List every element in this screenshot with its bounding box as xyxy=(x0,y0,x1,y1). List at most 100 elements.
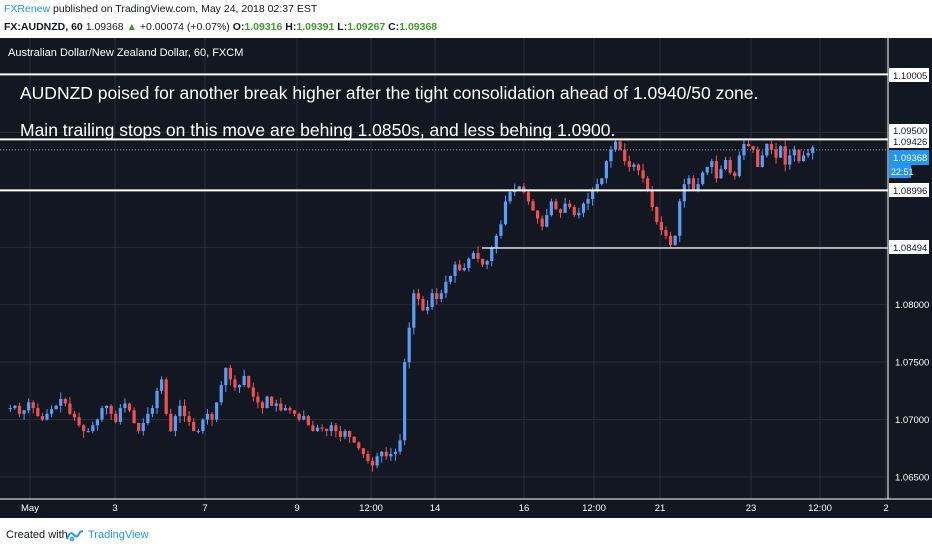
candle-body xyxy=(274,403,278,406)
time-axis: May 3 7 9 12:00 14 16 12:00 21 23 12:00 2 xyxy=(21,503,889,514)
candle-body xyxy=(545,215,549,227)
candle-body xyxy=(751,146,755,150)
candle-body xyxy=(114,413,118,422)
candle-body xyxy=(192,421,196,432)
candle-body xyxy=(668,235,673,245)
candle-body xyxy=(320,427,324,429)
candle-body xyxy=(82,425,86,432)
candle-body xyxy=(22,410,26,414)
candle-body xyxy=(586,199,590,204)
time-axis-tick-label: 2 xyxy=(883,503,888,514)
candle-body xyxy=(508,192,512,202)
candle-body xyxy=(306,416,310,426)
candle-body xyxy=(655,207,659,223)
candle-body xyxy=(347,431,352,437)
candle-body xyxy=(797,149,801,162)
candle-body xyxy=(256,396,260,403)
candle-body xyxy=(526,192,531,202)
candle-body xyxy=(595,184,599,190)
candle-body xyxy=(448,276,453,282)
price-axis: 1.06500 1.07000 1.07500 1.08000 xyxy=(895,300,929,483)
candle-body xyxy=(104,405,109,409)
price-label-text-5: 1.08494 xyxy=(893,243,927,254)
candle-body xyxy=(742,143,746,156)
candle-body xyxy=(632,164,636,167)
candle-body xyxy=(31,402,35,409)
candle-body xyxy=(769,143,774,150)
candle-body xyxy=(91,425,95,432)
candle-body xyxy=(77,417,81,426)
candle-body xyxy=(554,201,558,210)
candle-body xyxy=(242,375,246,386)
published-text: published on TradingView.com, May 24, 20… xyxy=(53,3,318,15)
price-label-text-4: 1.08996 xyxy=(893,186,927,197)
candle-body xyxy=(40,416,44,420)
price-chart[interactable]: 1.06500 1.07000 1.07500 1.08000 May 3 7 9 12:00… xyxy=(0,38,932,518)
candle-body xyxy=(535,210,540,219)
candle-body xyxy=(801,155,806,162)
candle-body xyxy=(499,224,503,236)
candle-body xyxy=(485,261,489,265)
candle-body xyxy=(54,405,58,410)
price-axis-tick-label: 1.07500 xyxy=(895,358,929,369)
open-label: O: xyxy=(232,21,245,33)
price-label-level-5: 1.08494 xyxy=(889,240,929,254)
candle-body xyxy=(540,218,544,227)
time-axis-tick-label: 23 xyxy=(746,503,757,514)
close-value: 1.09368 xyxy=(399,21,438,33)
candle-body xyxy=(325,428,329,432)
open-value: 1.09316 xyxy=(244,21,283,33)
candle-body xyxy=(297,413,301,420)
time-axis-tick-label: May xyxy=(21,503,39,514)
candle-body xyxy=(352,436,356,443)
candle-body xyxy=(49,409,54,414)
candle-body xyxy=(205,413,210,420)
price-label-text-3: 1.09426 xyxy=(893,137,927,148)
candle-body xyxy=(141,423,145,432)
candle-body xyxy=(201,419,205,432)
chart-title: Australian Dollar/New Zealand Dollar, 60… xyxy=(8,47,243,59)
candle-body xyxy=(613,141,618,150)
candle-body xyxy=(458,264,462,271)
candle-body xyxy=(260,402,265,409)
candle-body xyxy=(490,247,494,262)
horizontal-levels xyxy=(0,73,888,249)
candle-body xyxy=(389,454,393,457)
author-link[interactable]: FXRenew xyxy=(4,3,51,15)
candle-body xyxy=(329,425,333,432)
candle-body xyxy=(737,155,741,177)
candle-body xyxy=(641,170,645,179)
annotation-line-1: AUDNZD poised for another break higher a… xyxy=(20,83,758,103)
candle-body xyxy=(760,155,764,167)
chart-header: FXRenew published on TradingView.com, Ma… xyxy=(0,0,932,38)
price-change: +0.00074 (+0.07%) xyxy=(139,21,230,33)
candle-body xyxy=(714,161,719,179)
candle-body xyxy=(682,184,686,202)
created-with-text: Created with xyxy=(6,529,68,541)
candle-body xyxy=(774,149,778,158)
candle-body xyxy=(279,403,283,411)
candle-body xyxy=(765,143,769,156)
candle-body xyxy=(476,253,480,259)
price-axis-tick-label: 1.06500 xyxy=(895,473,929,484)
candle-body xyxy=(563,203,567,213)
candle-body xyxy=(59,398,63,406)
candle-body xyxy=(705,166,709,173)
tradingview-link[interactable]: TradingView xyxy=(88,529,149,541)
candle-body xyxy=(453,264,457,276)
candle-body xyxy=(109,405,113,414)
candle-body xyxy=(137,423,141,432)
time-axis-tick-label: 9 xyxy=(294,503,299,514)
candle-body xyxy=(265,396,269,409)
candle-body xyxy=(17,405,22,414)
candle-body xyxy=(623,149,627,162)
candle-body xyxy=(609,149,613,162)
candle-body xyxy=(8,408,12,410)
candle-body xyxy=(132,410,136,424)
candle-body xyxy=(292,410,297,414)
change-arrow-icon: ▲ xyxy=(126,21,137,33)
high-value: 1.09391 xyxy=(296,21,335,33)
candle-body xyxy=(210,413,214,420)
publisher-line: FXRenew published on TradingView.com, Ma… xyxy=(4,3,317,15)
candle-body xyxy=(581,203,586,213)
